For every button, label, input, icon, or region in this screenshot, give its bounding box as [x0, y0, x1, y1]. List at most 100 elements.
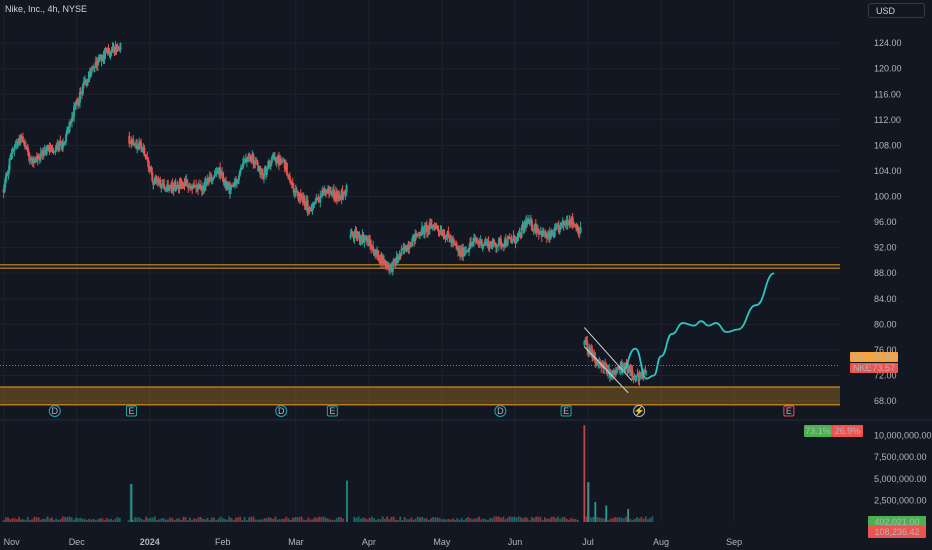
volume-bar: [519, 517, 522, 522]
candle-body: [294, 190, 297, 193]
candle-body: [203, 181, 206, 191]
volume-bar: [272, 518, 275, 522]
candle-body: [72, 116, 75, 119]
volume-bar: [388, 519, 391, 522]
volume-bar: [373, 518, 375, 522]
candle-body: [537, 229, 540, 235]
volume-bar: [592, 516, 595, 522]
volume-bar: [394, 519, 397, 522]
time-tick-label: Mar: [288, 537, 304, 547]
candle-body: [472, 238, 475, 242]
candle-body: [246, 157, 249, 159]
candle-body: [579, 227, 582, 233]
volume-bar: [2, 520, 5, 522]
candle-body: [4, 176, 7, 184]
currency-button[interactable]: USD: [868, 3, 925, 18]
candle-body: [184, 180, 187, 187]
volume-bar: [256, 519, 259, 522]
volume-bar: [263, 518, 266, 522]
volume-bar: [616, 517, 619, 522]
candle-body: [214, 172, 217, 176]
candle-body: [292, 188, 295, 193]
projection-path: [620, 272, 775, 380]
volume-bar: [458, 519, 461, 522]
volume-spike: [627, 509, 630, 522]
dividend-marker-label: D: [278, 406, 285, 416]
candle-body: [87, 71, 90, 83]
price-axis[interactable]: 124.00 120.00 116.00 112.00 108.00 104.00 100.…: [874, 38, 902, 406]
volume-bar: [408, 519, 410, 522]
volume-bar: [324, 517, 327, 522]
volume-bar: [467, 517, 470, 522]
volume-bar: [294, 517, 296, 522]
sentiment-sell-bg: [832, 425, 863, 437]
candle-body: [424, 225, 427, 227]
candle-body: [289, 179, 292, 184]
volume-bar: [77, 518, 80, 522]
candle-body: [275, 161, 278, 163]
candle-body: [578, 232, 581, 235]
candle-body: [288, 175, 291, 180]
volume-bar: [405, 519, 408, 522]
volume-bar: [513, 516, 516, 522]
candle-body: [455, 244, 458, 247]
candle-body: [423, 225, 426, 234]
candle-body: [440, 230, 443, 236]
volume-bar: [132, 519, 134, 522]
volume-bar: [390, 516, 393, 522]
volume-bar: [186, 520, 189, 522]
candle-body: [172, 187, 175, 192]
volume-bar: [359, 518, 362, 522]
candle-body: [405, 250, 408, 252]
candle-body: [170, 188, 173, 190]
volume-bar: [533, 518, 535, 522]
price-badge: NKE 73.57: [850, 363, 898, 373]
candle-body: [414, 233, 417, 242]
volume-bar: [267, 517, 270, 522]
volume-bar: [164, 519, 167, 522]
candle-body: [266, 165, 269, 169]
volume-bar: [441, 519, 443, 522]
candle-body: [501, 243, 504, 247]
time-axis[interactable]: Nov Dec 2024 Feb Mar Apr May Jun Jul Aug Sep: [4, 537, 742, 547]
volume-last-down-bg: [868, 526, 926, 538]
volume-bar: [289, 519, 292, 522]
volume-bar: [379, 519, 382, 522]
candle-body: [447, 231, 450, 236]
candle-body: [319, 195, 322, 203]
candle-body: [208, 176, 211, 182]
candle-body: [23, 143, 26, 147]
volume-bar: [438, 518, 441, 522]
price-tick-label: 80.00: [874, 319, 897, 329]
volume-axis[interactable]: 10,000,000.00 7,500,000.00 5,000,000.00 2,5…: [874, 431, 932, 506]
volume-bar: [134, 517, 137, 522]
premarket-badge-bg: [850, 352, 898, 362]
candle-body: [462, 247, 465, 257]
volume-bar: [153, 516, 156, 522]
price-badge-label: NKE: [853, 363, 872, 373]
volume-bar: [572, 518, 575, 522]
volume-bar: [574, 519, 577, 522]
volume-bar: [107, 519, 110, 522]
candle-body: [506, 237, 509, 246]
volume-bar: [175, 518, 178, 522]
volume-bar: [254, 519, 257, 522]
candle-body: [621, 367, 624, 370]
candle-body: [163, 184, 166, 190]
candle-body: [507, 237, 510, 239]
candle-body: [400, 248, 403, 255]
volume-bar: [370, 516, 373, 522]
candle-body: [418, 233, 421, 236]
volume-bar: [381, 516, 384, 522]
volume-spike: [583, 425, 586, 522]
volume-bar: [68, 516, 71, 522]
drawing-layer[interactable]: [583, 272, 775, 394]
candle-body: [5, 173, 8, 177]
volume-bar: [101, 518, 104, 522]
candle-body: [546, 236, 549, 238]
candle-body: [628, 366, 631, 369]
time-tick-label: Jul: [582, 537, 594, 547]
volume-bar: [416, 516, 419, 522]
candle-body: [496, 245, 499, 247]
